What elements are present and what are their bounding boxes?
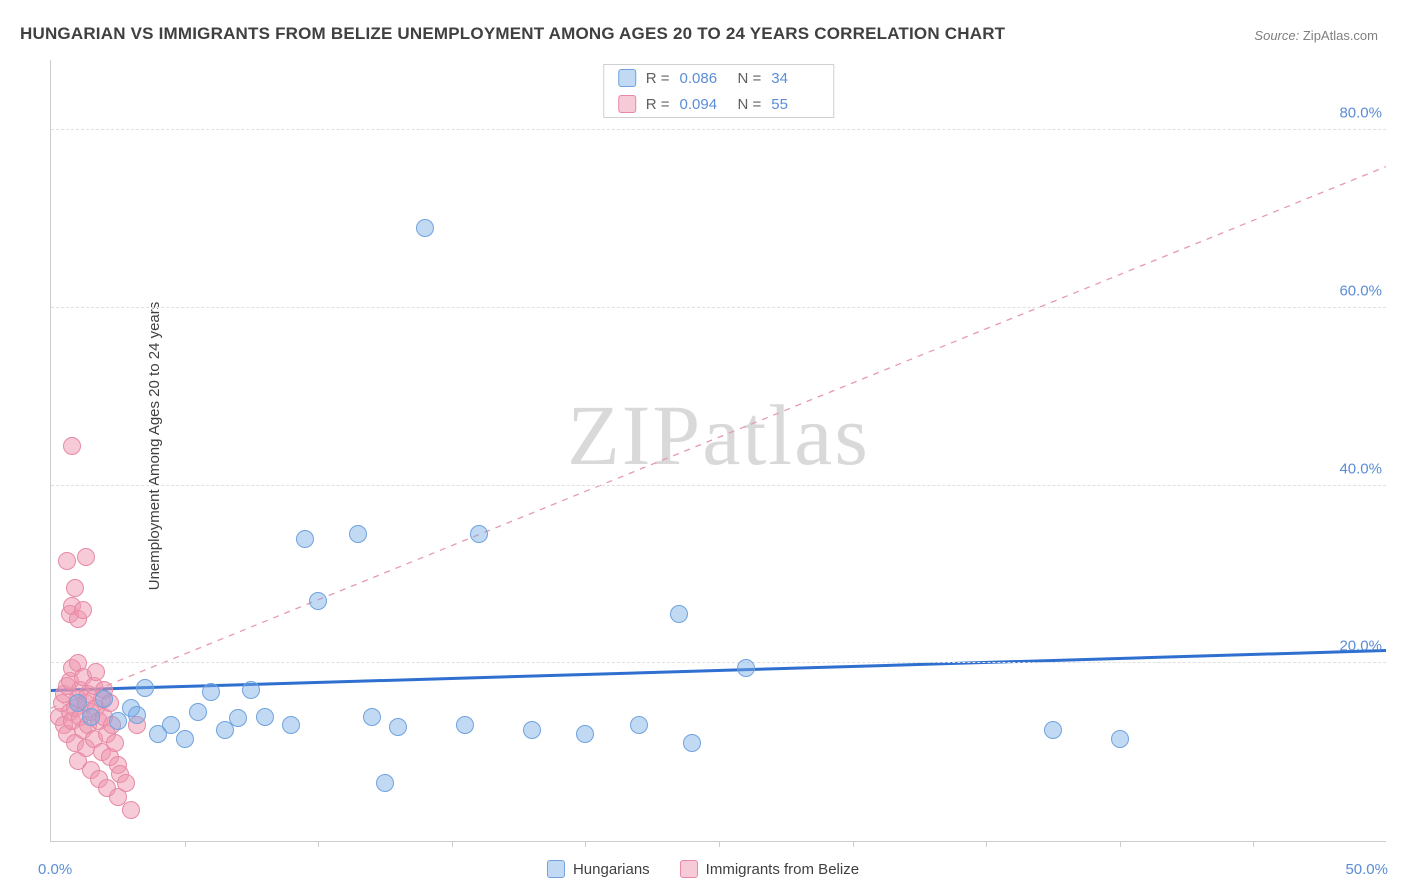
r-value-belize: 0.094 [680,96,728,113]
scatter-point-hungarians [456,716,474,734]
legend-label-belize: Immigrants from Belize [706,861,859,878]
legend-item-belize: Immigrants from Belize [680,860,859,878]
gridline [51,307,1386,308]
scatter-point-belize [106,734,124,752]
swatch-hungarians [547,860,565,878]
x-tick [719,841,720,847]
gridline [51,485,1386,486]
x-tick [853,841,854,847]
chart-container: HUNGARIAN VS IMMIGRANTS FROM BELIZE UNEM… [0,0,1406,892]
scatter-point-hungarians [296,530,314,548]
gridline [51,129,1386,130]
scatter-point-hungarians [109,712,127,730]
scatter-point-hungarians [416,219,434,237]
scatter-point-belize [77,548,95,566]
source-name: ZipAtlas.com [1303,28,1378,43]
source-attribution: Source: ZipAtlas.com [1254,28,1378,43]
y-tick-label: 40.0% [1339,460,1388,477]
scatter-point-hungarians [202,683,220,701]
scatter-point-hungarians [630,716,648,734]
scatter-point-hungarians [309,592,327,610]
scatter-point-hungarians [470,525,488,543]
series-legend: Hungarians Immigrants from Belize [547,860,859,878]
r-label: R = [646,70,670,87]
swatch-hungarians [618,69,636,87]
scatter-point-belize [74,601,92,619]
scatter-point-hungarians [349,525,367,543]
scatter-point-belize [66,579,84,597]
stats-row-belize: R = 0.094 N = 55 [604,91,834,117]
y-tick-label: 60.0% [1339,282,1388,299]
n-label: N = [738,70,762,87]
legend-label-hungarians: Hungarians [573,861,650,878]
x-tick [1120,841,1121,847]
x-tick [1253,841,1254,847]
scatter-point-hungarians [128,706,146,724]
scatter-point-hungarians [256,708,274,726]
plot-area: ZIPatlas R = 0.086 N = 34 R = 0.094 N = … [50,60,1386,842]
scatter-point-hungarians [389,718,407,736]
scatter-point-hungarians [1044,721,1062,739]
x-tick [452,841,453,847]
scatter-point-belize [87,663,105,681]
source-label: Source: [1254,28,1299,43]
watermark-thin: atlas [702,387,870,483]
scatter-point-hungarians [136,679,154,697]
scatter-point-hungarians [242,681,260,699]
trend-lines [51,60,1386,841]
y-tick-label: 20.0% [1339,638,1388,655]
scatter-point-hungarians [576,725,594,743]
stats-row-hungarians: R = 0.086 N = 34 [604,65,834,91]
y-tick-label: 80.0% [1339,105,1388,122]
watermark: ZIPatlas [567,385,870,485]
watermark-bold: ZIP [567,387,702,483]
r-label: R = [646,96,670,113]
x-tick [185,841,186,847]
scatter-point-hungarians [82,708,100,726]
scatter-point-hungarians [229,709,247,727]
trend-line [51,167,1386,709]
n-value-hungarians: 34 [771,70,819,87]
scatter-point-hungarians [376,774,394,792]
chart-title: HUNGARIAN VS IMMIGRANTS FROM BELIZE UNEM… [20,24,1005,44]
scatter-point-hungarians [363,708,381,726]
scatter-point-hungarians [189,703,207,721]
swatch-belize [618,95,636,113]
x-tick [318,841,319,847]
x-axis-min: 0.0% [38,861,72,878]
scatter-point-belize [58,552,76,570]
scatter-point-hungarians [670,605,688,623]
x-tick [986,841,987,847]
n-label: N = [738,96,762,113]
scatter-point-belize [122,801,140,819]
n-value-belize: 55 [771,96,819,113]
stats-legend: R = 0.086 N = 34 R = 0.094 N = 55 [603,64,835,118]
scatter-point-hungarians [95,690,113,708]
x-axis-max: 50.0% [1345,861,1388,878]
gridline [51,662,1386,663]
scatter-point-hungarians [282,716,300,734]
scatter-point-hungarians [523,721,541,739]
swatch-belize [680,860,698,878]
x-tick [585,841,586,847]
r-value-hungarians: 0.086 [680,70,728,87]
legend-item-hungarians: Hungarians [547,860,650,878]
scatter-point-belize [63,437,81,455]
scatter-point-hungarians [737,659,755,677]
scatter-point-hungarians [683,734,701,752]
scatter-point-hungarians [1111,730,1129,748]
scatter-point-belize [117,774,135,792]
scatter-point-hungarians [176,730,194,748]
